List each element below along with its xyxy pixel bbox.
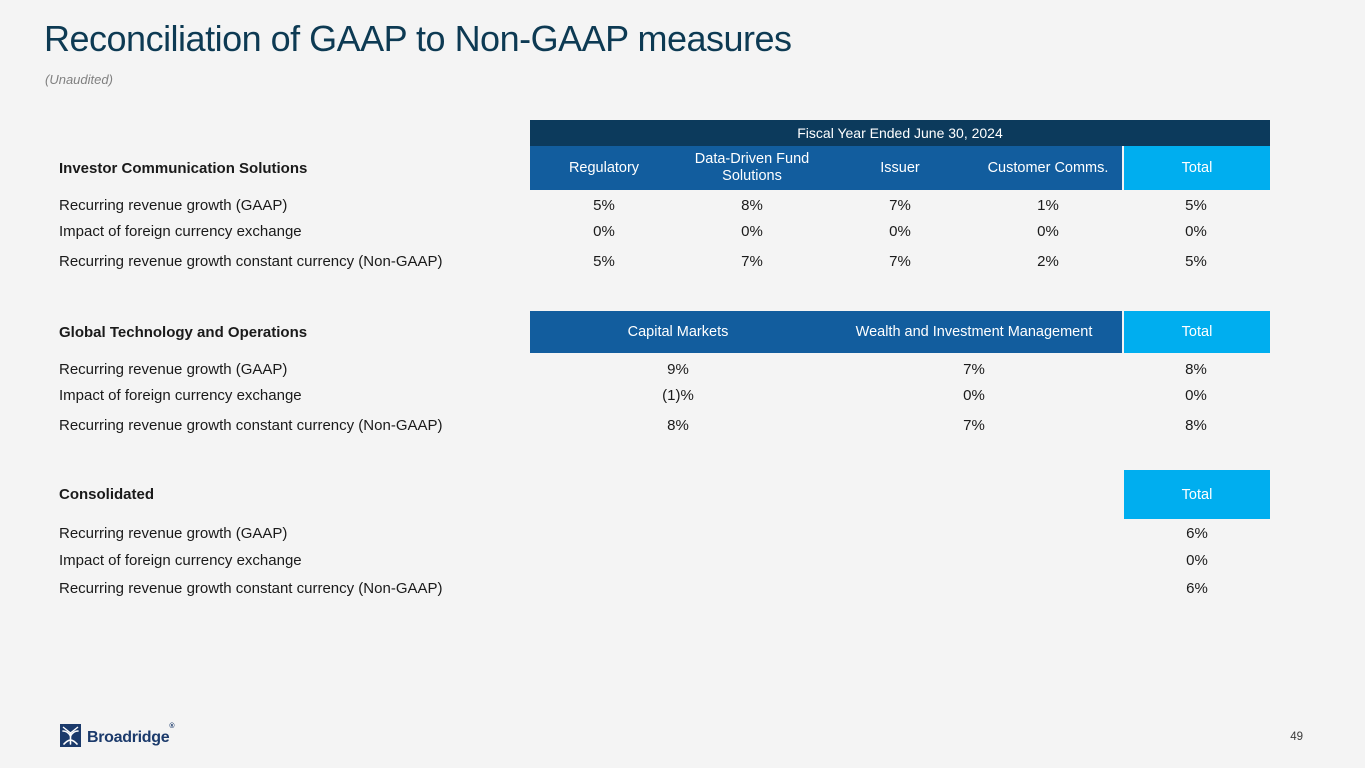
column-header-regulatory: Regulatory [568,159,640,176]
section-label-gto: Global Technology and Operations [59,323,308,341]
table-row: Impact of foreign currency exchange 0% [59,547,1270,573]
table-row: Recurring revenue growth constant curren… [59,575,1270,601]
cell-value: 0% [593,222,615,240]
cell-value: 8% [741,196,763,214]
cell-value: 7% [889,196,911,214]
column-header-total-t1: Total [1124,146,1270,190]
row-label: Recurring revenue growth constant curren… [59,252,443,270]
column-header-total-t3: Total [1124,470,1270,519]
column-header-wealth-investment-management: Wealth and Investment Management [855,323,1093,340]
cell-value: 7% [889,252,911,270]
column-header-data-driven-fund-solutions: Data-Driven Fund Solutions [694,151,810,184]
cell-value: 5% [1185,252,1207,270]
broadridge-logo: Broadridge® [60,723,175,752]
table1-header-blue-block: Regulatory Data-Driven Fund Solutions Is… [530,146,1122,190]
cell-value: 5% [593,252,615,270]
column-header-issuer: Issuer [880,159,920,176]
row-label: Recurring revenue growth (GAAP) [59,360,288,378]
section-label-consolidated: Consolidated [59,486,155,503]
cell-value: 5% [593,196,615,214]
cell-value: 0% [741,222,763,240]
cell-value: 8% [1185,360,1207,378]
row-label: Impact of foreign currency exchange [59,222,302,240]
cell-value: 6% [1186,524,1208,542]
logo-wordmark: Broadridge® [87,723,175,746]
row-label: Recurring revenue growth (GAAP) [59,196,288,214]
cell-value: 8% [1185,416,1207,434]
cell-value: 0% [889,222,911,240]
page-number: 49 [1290,731,1303,743]
cell-value: 7% [963,360,985,378]
cell-value: 9% [667,360,689,378]
row-label: Impact of foreign currency exchange [59,551,302,569]
row-label: Recurring revenue growth (GAAP) [59,524,288,542]
table-row: Impact of foreign currency exchange 0% 0… [59,218,1270,244]
cell-value: 0% [1185,386,1207,404]
cell-value: 5% [1185,196,1207,214]
table-row: Impact of foreign currency exchange (1)%… [59,382,1270,408]
cell-value: 1% [1037,196,1059,214]
unaudited-note: (Unaudited) [45,72,113,87]
cell-value: 8% [667,416,689,434]
column-header-customer-comms: Customer Comms. [987,159,1109,176]
table2-header-blue-block: Capital Markets Wealth and Investment Ma… [530,311,1122,353]
cell-value: 0% [1185,222,1207,240]
cell-value: 6% [1186,579,1208,597]
table1-header-row: Regulatory Data-Driven Fund Solutions Is… [530,146,1270,190]
broadridge-tree-icon [60,724,81,752]
table-row: Recurring revenue growth (GAAP) 5% 8% 7%… [59,192,1270,218]
cell-value: 7% [963,416,985,434]
table-row: Recurring revenue growth (GAAP) 9% 7% 8% [59,356,1270,382]
cell-value: 0% [1186,551,1208,569]
column-header-total-t2: Total [1124,311,1270,353]
row-label: Recurring revenue growth constant curren… [59,579,443,597]
row-label: Impact of foreign currency exchange [59,386,302,404]
cell-value: 0% [1037,222,1059,240]
table-row: Recurring revenue growth constant curren… [59,248,1270,274]
cell-value: 2% [1037,252,1059,270]
cell-value: (1)% [662,386,694,404]
row-label: Recurring revenue growth constant curren… [59,416,443,434]
section-label-ics: Investor Communication Solutions [59,159,308,177]
registered-mark: ® [169,723,175,730]
table-row: Recurring revenue growth constant curren… [59,412,1270,438]
cell-value: 7% [741,252,763,270]
fiscal-year-header: Fiscal Year Ended June 30, 2024 [530,120,1270,146]
page-title: Reconciliation of GAAP to Non-GAAP measu… [44,18,792,59]
cell-value: 0% [963,386,985,404]
column-header-capital-markets: Capital Markets [627,323,729,340]
table-row: Recurring revenue growth (GAAP) 6% [59,520,1270,546]
table2-header-row: Capital Markets Wealth and Investment Ma… [530,311,1270,353]
